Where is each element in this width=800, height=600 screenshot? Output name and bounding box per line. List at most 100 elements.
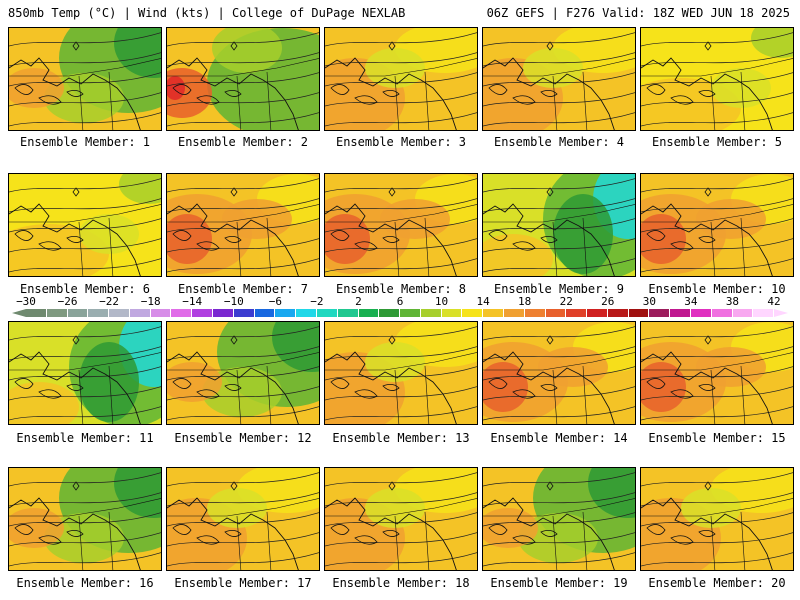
temperature-region [9,382,79,424]
ensemble-member-label: Ensemble Member: 2 [177,135,309,149]
wind-streamline [483,198,635,213]
wind-streamline [9,218,161,233]
temperature-map [9,174,161,276]
great-lakes-outline [330,378,400,399]
ensemble-member-label: Ensemble Member: 9 [493,282,625,296]
temperature-region [44,513,124,563]
station-marker [388,481,396,491]
ensemble-map-panel [8,173,162,277]
station-marker [72,481,80,491]
scale-color-swatch [26,309,47,317]
scale-tick-label: −30 [16,295,36,308]
temperature-region [696,199,766,239]
temperature-region [711,68,771,108]
temperature-region [518,513,598,563]
wind-streamline [325,326,477,341]
temperature-map [325,322,477,424]
ensemble-map-panel [166,467,320,571]
wind-streamline [9,472,161,487]
scale-tick-label: 30 [642,295,656,308]
great-lakes-outline [488,84,558,105]
temperature-region [681,488,741,528]
scale-color-swatch [109,309,130,317]
ensemble-member-label: Ensemble Member: 14 [490,431,628,445]
ensemble-member-label: Ensemble Member: 19 [490,576,628,590]
wind-streamline [167,258,319,273]
wind-streamline [325,472,477,487]
scale-color-swatch [171,309,193,317]
state-borders [9,204,161,276]
great-lakes-outline [14,230,84,251]
temperature-map [167,28,319,130]
ensemble-map-panel [324,173,478,277]
station-marker [546,335,554,345]
wind-streamline [641,178,793,193]
coastline [483,57,615,130]
temperature-region [79,214,139,254]
great-lakes-outline [172,378,242,399]
wind-streamline [167,52,319,67]
wind-streamline [641,32,793,47]
wind-streamline [9,52,161,67]
wind-streamline [641,406,793,421]
scale-color-swatch [753,309,775,317]
station-marker [546,187,554,197]
scale-tick-label: −26 [57,295,78,308]
coastline [325,351,457,424]
ensemble-map-panel [324,321,478,425]
wind-streamline [483,258,635,273]
scale-color-swatch [566,309,588,317]
temperature-map [483,468,635,570]
great-lakes-outline [646,524,716,545]
scale-color-swatch [545,309,567,317]
wind-streamline [9,532,161,547]
great-lakes-outline [646,84,716,105]
wind-streamline [483,326,635,341]
station-marker [546,41,554,51]
temperature-map [325,174,477,276]
wind-streamline [9,178,161,193]
coastline [325,57,457,130]
scale-tick-label: 42 [767,295,781,308]
scale-color-swatch [607,309,629,317]
coastline [9,203,141,276]
scale-tick-label: 38 [725,295,740,308]
wind-streamline [9,92,161,107]
temperature-region [79,342,139,422]
temperature-map [325,468,477,570]
wind-streamline [325,532,477,547]
state-borders [167,498,319,570]
temperature-region [202,367,282,417]
temperature-map [641,468,793,570]
wind-streamline [483,238,635,253]
temperature-region [365,342,425,382]
coastline [641,497,773,570]
wind-streamline [9,238,161,253]
temperature-region [641,362,686,412]
state-borders [483,498,635,570]
wind-streamline [641,52,793,67]
wind-streamline [641,238,793,253]
scale-tick-label: 18 [518,295,532,308]
state-borders [641,204,793,276]
scale-color-swatch [420,309,442,317]
station-marker [704,187,712,197]
temperature-region [483,234,553,276]
ensemble-map-panel [640,321,794,425]
wind-streamline [641,512,793,527]
state-borders [167,58,319,130]
station-marker [704,41,712,51]
wind-streamline [167,198,319,213]
state-borders [9,58,161,130]
wind-streamline [641,326,793,341]
scale-color-swatch [379,309,401,317]
scale-color-swatch [296,309,317,317]
wind-streamline [167,512,319,527]
great-lakes-outline [172,84,242,105]
wind-streamline [483,552,635,567]
scale-color-swatch [213,309,234,317]
ensemble-map-panel [166,321,320,425]
scale-color-swatch [628,309,650,317]
wind-streamline [325,72,477,87]
temperature-region [9,508,64,548]
